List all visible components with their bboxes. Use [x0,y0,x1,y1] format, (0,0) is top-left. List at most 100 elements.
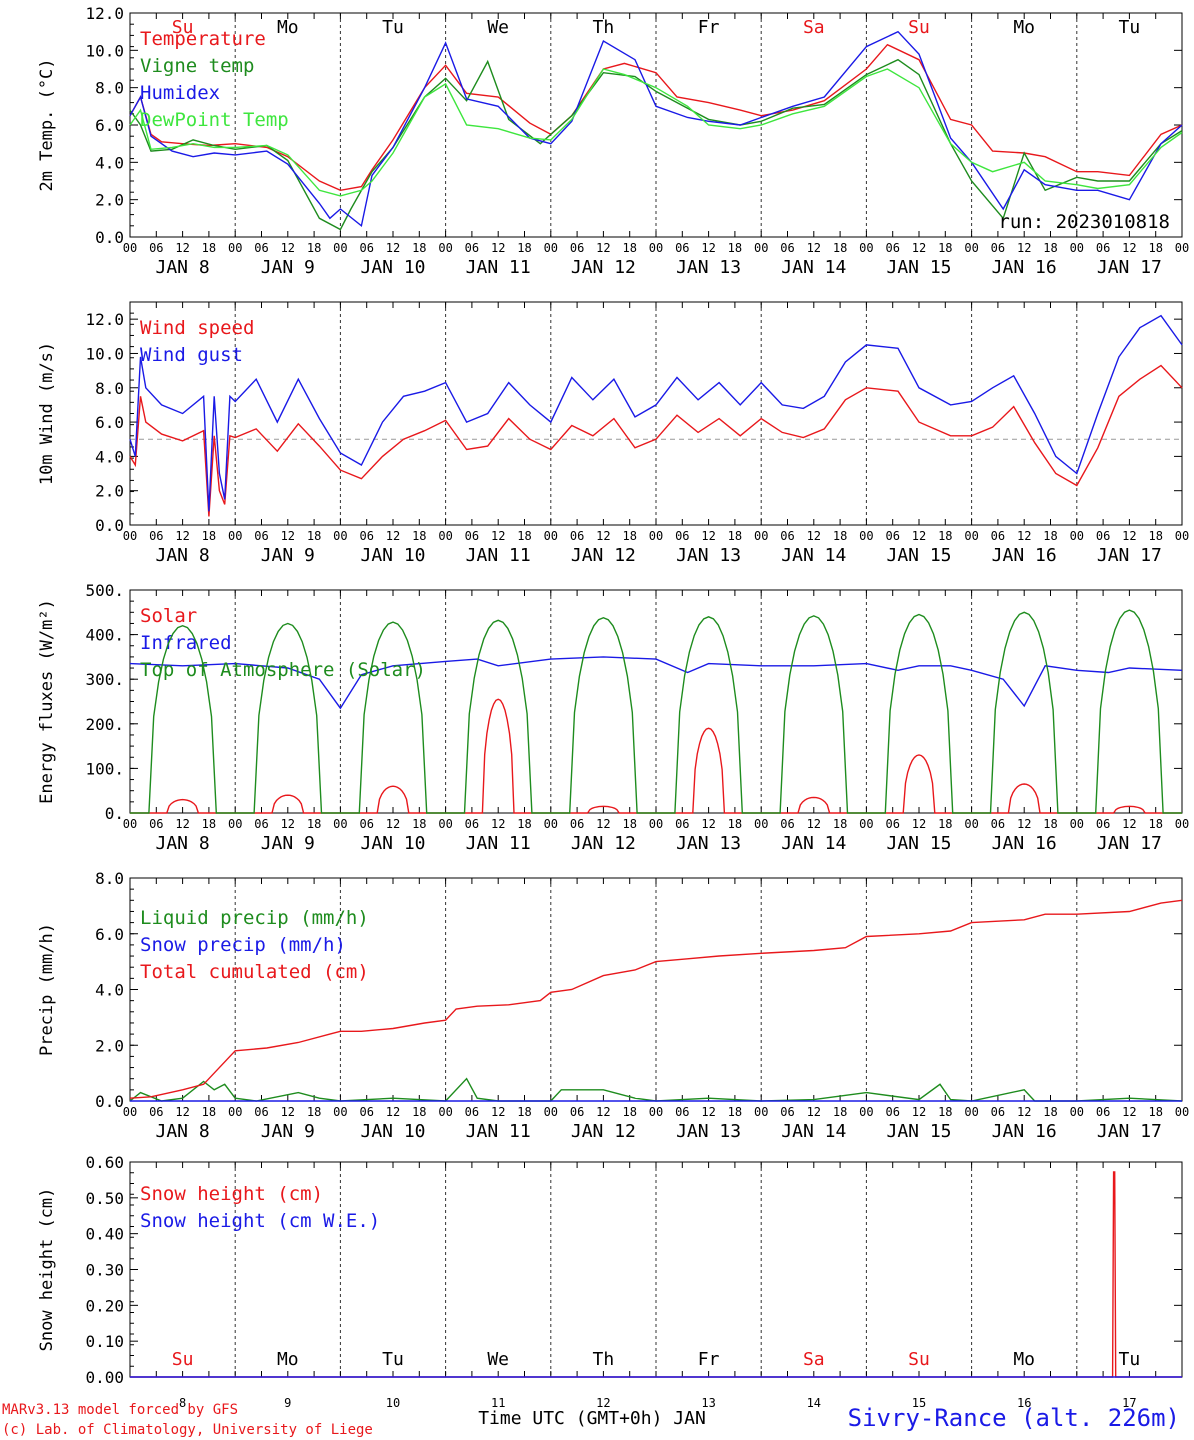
x-hour-label: 06 [885,817,899,831]
y-tick-label: 6.0 [95,925,124,944]
x-hour-label: 06 [991,529,1005,543]
x-hour-label: 18 [517,529,531,543]
x-hour-label: 00 [1070,817,1084,831]
date-label: JAN 15 [886,833,951,854]
x-hour-label: 00 [228,241,242,255]
x-hour-label: 12 [281,1105,295,1119]
x-hour-label: 18 [1148,817,1162,831]
x-hour-label: 12 [1122,241,1136,255]
x-hour-label: 00 [1175,529,1189,543]
y-tick-label: 0.00 [85,1368,124,1387]
x-hour-label: 12 [807,1105,821,1119]
y-axis-label: Precip (mm/h) [37,923,57,1056]
x-hour-label: 06 [254,529,268,543]
day-name-label: Tu [382,1349,404,1370]
x-hour-label: 00 [649,817,663,831]
legend-entry: Snow height (cm) [140,1183,323,1205]
date-number-label: 8 [179,1396,186,1410]
y-tick-label: 8.0 [95,379,124,398]
x-hour-label: 00 [649,529,663,543]
panel-snow: 0.00 0.10 0.20 0.30 0.40 0.50 0.60 Snow height … [37,1153,1183,1410]
x-hour-label: 06 [675,529,689,543]
x-hour-label: 18 [1043,529,1057,543]
y-tick-label: 0.50 [85,1189,124,1208]
x-hour-label: 18 [412,1105,426,1119]
x-axis-label: Time UTC (GMT+0h) JAN [478,1408,706,1429]
day-name-label: Sa [803,17,825,38]
x-hour-label: 00 [754,817,768,831]
legend-entry: Liquid precip (mm/h) [140,907,369,929]
date-number-label: 15 [912,1396,926,1410]
series-line-top-of-atmosphere-solar- [130,609,1182,814]
y-tick-label: 0.20 [85,1296,124,1315]
x-hour-label: 18 [412,241,426,255]
x-hour-label: 06 [254,817,268,831]
x-hour-label: 06 [149,529,163,543]
legend-entry: Snow precip (mm/h) [140,934,346,956]
x-hour-label: 06 [359,817,373,831]
x-hour-label: 00 [649,1105,663,1119]
x-hour-label: 12 [386,817,400,831]
panel-precip: 0.0 2.0 4.0 6.0 8.0 Precip (mm/h) 00 06 12 18 00 06… [37,869,1189,1142]
series-line-wind-gust [129,314,1183,512]
x-hour-label: 00 [228,817,242,831]
station-name: Sivry-Rance (alt. 226m) [848,1404,1180,1432]
x-hour-label: 00 [123,817,137,831]
x-hour-label: 12 [491,1105,505,1119]
x-hour-label: 00 [754,1105,768,1119]
date-label: JAN 13 [676,833,741,854]
date-label: JAN 9 [261,833,315,854]
y-tick-label: 2.0 [95,1036,124,1055]
date-label: JAN 14 [781,1121,846,1142]
x-hour-label: 18 [622,241,636,255]
x-hour-label: 06 [780,241,794,255]
x-hour-label: 06 [254,1105,268,1119]
y-tick-label: 4.0 [95,981,124,1000]
x-hour-label: 12 [807,529,821,543]
x-hour-label: 06 [1096,241,1110,255]
x-hour-label: 12 [912,241,926,255]
y-tick-label: 2.0 [95,482,124,501]
series-line-humidex [129,30,1183,228]
x-hour-label: 12 [175,241,189,255]
x-hour-label: 18 [412,529,426,543]
x-hour-label: 06 [359,1105,373,1119]
date-number-label: 17 [1122,1396,1136,1410]
date-number-label: 14 [807,1396,821,1410]
date-label: JAN 13 [676,545,741,566]
x-hour-label: 18 [202,241,216,255]
date-label: JAN 14 [781,257,846,278]
legend-entry: Wind speed [140,317,254,339]
x-hour-label: 00 [1070,1105,1084,1119]
x-hour-label: 00 [964,529,978,543]
x-hour-label: 06 [465,1105,479,1119]
x-hour-label: 06 [675,817,689,831]
x-hour-label: 06 [675,241,689,255]
x-hour-label: 00 [438,817,452,831]
y-axis-label: 10m Wind (m/s) [37,342,57,485]
legend-entry: Temperature [140,28,266,50]
x-hour-label: 06 [885,241,899,255]
date-label: JAN 10 [360,833,425,854]
x-hour-label: 06 [780,1105,794,1119]
day-name-label: We [487,17,509,38]
x-hour-label: 12 [491,241,505,255]
date-number-label: 10 [386,1396,400,1410]
x-hour-label: 00 [544,1105,558,1119]
x-hour-label: 18 [307,241,321,255]
day-name-label: Sa [803,1349,825,1370]
x-hour-label: 12 [491,529,505,543]
x-hour-label: 06 [675,1105,689,1119]
x-hour-label: 06 [570,817,584,831]
y-tick-label: 12.0 [85,310,124,329]
x-hour-label: 18 [517,817,531,831]
x-hour-label: 12 [912,817,926,831]
x-hour-label: 12 [701,817,715,831]
x-hour-label: 06 [991,817,1005,831]
x-hour-label: 18 [622,1105,636,1119]
y-tick-label: 6.0 [95,413,124,432]
x-hour-label: 00 [1070,241,1084,255]
x-hour-label: 18 [517,241,531,255]
x-hour-label: 18 [307,529,321,543]
date-label: JAN 15 [886,545,951,566]
